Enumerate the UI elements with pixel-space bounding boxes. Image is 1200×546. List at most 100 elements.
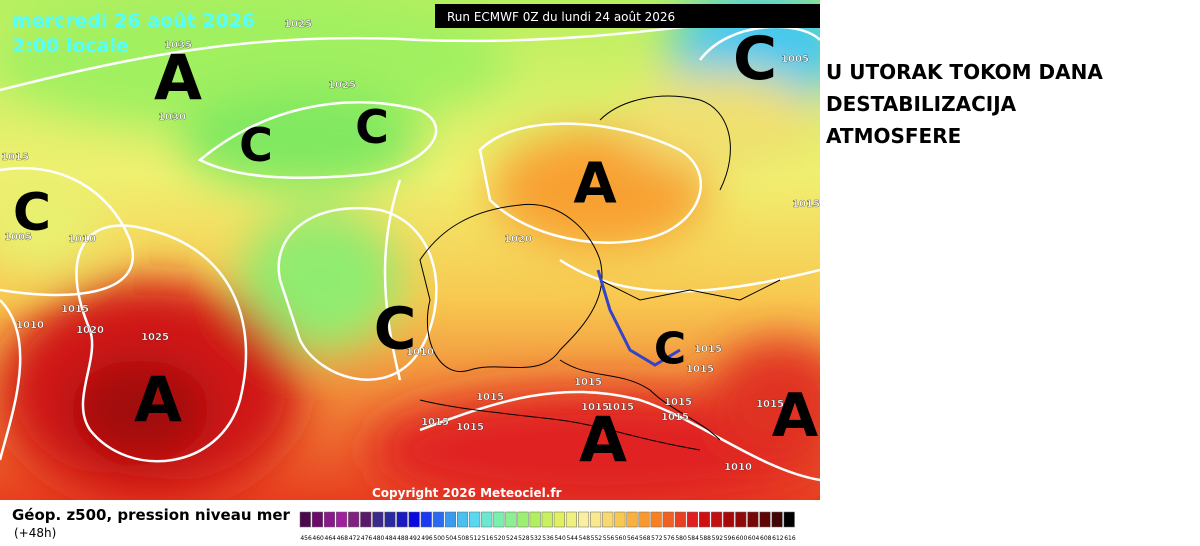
isobar-label: 1020 xyxy=(76,325,104,336)
pressure-center: C xyxy=(654,323,686,374)
isobar-label: 1015 xyxy=(1,152,29,163)
scale-swatch xyxy=(553,511,565,528)
color-fields xyxy=(0,0,820,500)
isobar-label: 1025 xyxy=(141,332,169,343)
isobar-label: 1015 xyxy=(61,304,89,315)
scale-label: 540 xyxy=(554,535,566,542)
isobar-label: 1035 xyxy=(164,40,192,51)
caption-subtitle: (+48h) xyxy=(14,526,57,540)
scale-swatch xyxy=(517,511,529,528)
scale-swatch xyxy=(408,511,420,528)
scale-swatch xyxy=(614,511,626,528)
scale-swatch xyxy=(493,511,505,528)
trough-line xyxy=(596,269,681,367)
isobar-label: 1015 xyxy=(664,397,692,408)
scale-swatch xyxy=(723,511,735,528)
scale-swatch xyxy=(783,511,795,528)
scale-label: 612 xyxy=(772,535,784,542)
scale-swatch xyxy=(650,511,662,528)
scale-swatch xyxy=(372,511,384,528)
isobar-label: 1025 xyxy=(328,80,356,91)
scale-label: 464 xyxy=(325,535,337,542)
scale-label: 524 xyxy=(506,535,518,542)
scale-label: 596 xyxy=(724,535,736,542)
caption-title: Géop. z500, pression niveau mer xyxy=(12,506,290,524)
pressure-center: A xyxy=(134,364,182,437)
isobar-label: 1015 xyxy=(581,402,609,413)
side-text: U UTORAK TOKOM DANA xyxy=(826,60,1103,84)
isobar-label: 1010 xyxy=(724,462,752,473)
pressure-center: C xyxy=(13,183,51,243)
scale-label: 456 xyxy=(300,535,312,542)
scale-swatch xyxy=(626,511,638,528)
scale-swatch xyxy=(444,511,457,528)
weather-map: Run ECMWF 0Z du lundi 24 août 2026 mercr… xyxy=(0,0,820,500)
coastlines xyxy=(419,95,781,451)
scale-label: 560 xyxy=(615,535,627,542)
scale-label: 548 xyxy=(579,535,591,542)
isobar-label: 1030 xyxy=(158,112,186,123)
isobar-label: 1010 xyxy=(16,320,44,331)
scale-label: 520 xyxy=(494,535,506,542)
scale-swatch xyxy=(771,511,783,528)
scale-swatch xyxy=(311,511,323,528)
scale-label: 508 xyxy=(458,535,470,542)
scale-swatch xyxy=(360,511,372,528)
scale-label: 488 xyxy=(397,535,409,542)
scale-label: 528 xyxy=(518,535,530,542)
scale-swatch xyxy=(565,511,577,528)
scale-swatch xyxy=(577,511,590,528)
scale-label: 492 xyxy=(409,535,421,542)
pressure-center: A xyxy=(772,381,819,451)
isobar-label: 1015 xyxy=(694,344,722,355)
scale-swatch xyxy=(505,511,517,528)
scale-swatch xyxy=(698,511,711,528)
isobar-label: 1005 xyxy=(4,232,32,243)
color-scale: 456 460 464 468 472 476 480 484 488 492 496 500 504 5… xyxy=(299,511,796,542)
scale-swatch xyxy=(469,511,481,528)
scale-swatch xyxy=(432,511,444,528)
side-text: ATMOSFERE xyxy=(826,124,962,148)
scale-label: 536 xyxy=(542,535,554,542)
scale-label: 468 xyxy=(337,535,349,542)
isobar-label: 1015 xyxy=(476,392,504,403)
scale-label: 476 xyxy=(361,535,373,542)
scale-swatch xyxy=(299,511,311,528)
scale-label: 608 xyxy=(760,535,772,542)
pressure-center: A xyxy=(154,42,202,115)
isobar-label: 1020 xyxy=(504,234,532,245)
scale-swatch xyxy=(735,511,747,528)
run-text: Run ECMWF 0Z du lundi 24 août 2026 xyxy=(447,10,675,24)
scale-swatch xyxy=(711,511,723,528)
scale-label: 512 xyxy=(470,535,482,542)
scale-swatch xyxy=(336,511,348,528)
date-text: mercredi 26 août 2026 xyxy=(12,10,255,32)
scale-swatch xyxy=(481,511,493,528)
isobar-label: 1015 xyxy=(661,412,689,423)
scale-swatch xyxy=(541,511,553,528)
scale-label: 564 xyxy=(627,535,639,542)
scale-swatch xyxy=(323,511,336,528)
isobar-label: 1015 xyxy=(574,377,602,388)
pressure-center: A xyxy=(579,404,627,477)
scale-swatch xyxy=(590,511,602,528)
scale-label: 496 xyxy=(421,535,433,542)
scale-swatch xyxy=(686,511,698,528)
isobar-label: 1015 xyxy=(606,402,634,413)
scale-label: 484 xyxy=(385,535,397,542)
scale-label: 592 xyxy=(712,535,724,542)
scale-label: 552 xyxy=(591,535,603,542)
scale-swatch xyxy=(662,511,674,528)
isobar-label: 1010 xyxy=(406,347,434,358)
pressure-center: C xyxy=(355,100,389,154)
scale-label: 460 xyxy=(312,535,324,542)
scale-label: 584 xyxy=(687,535,699,542)
scale-label: 588 xyxy=(700,535,712,542)
copyright: Copyright 2026 Meteociel.fr xyxy=(372,486,562,500)
scale-swatch xyxy=(457,511,469,528)
scale-swatch xyxy=(674,511,686,528)
isobar-label: 1015 xyxy=(686,364,714,375)
scale-label: 472 xyxy=(349,535,361,542)
isobars xyxy=(0,8,820,482)
isobar-label: 1015 xyxy=(792,199,820,210)
